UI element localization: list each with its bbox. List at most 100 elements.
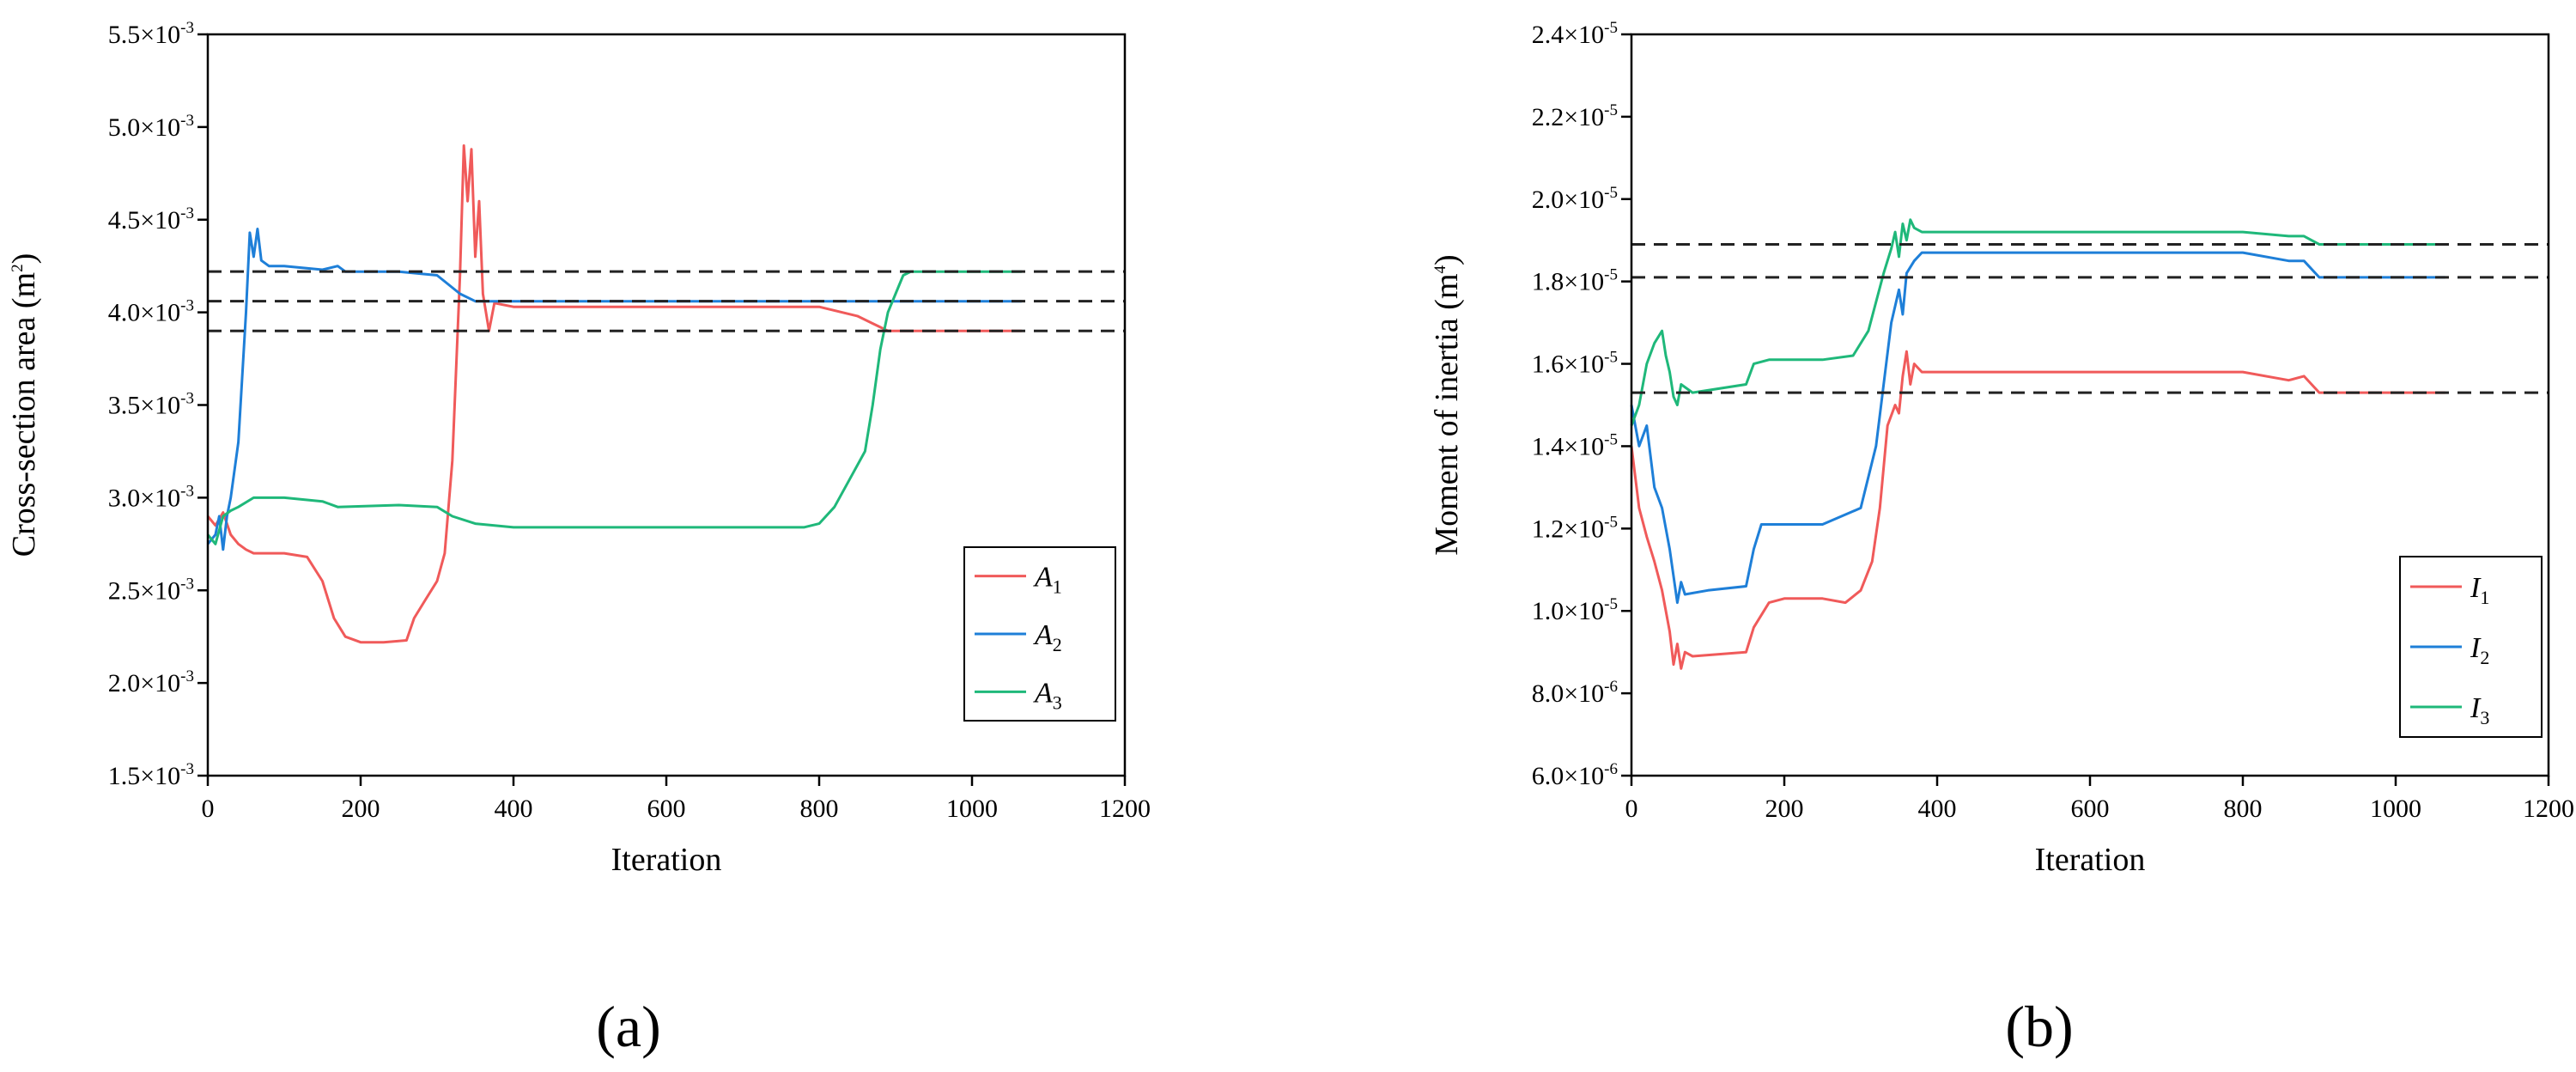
legend-label-main: A — [1033, 677, 1053, 709]
y-tick-exponent: -3 — [180, 112, 194, 130]
x-tick-label: 1000 — [2370, 795, 2421, 823]
y-tick-exponent: -3 — [180, 297, 194, 315]
y-tick-label: 2.5×10-3 — [108, 575, 194, 605]
y-tick-label: 1.5×10-3 — [108, 760, 194, 790]
y-tick-exponent: -5 — [1604, 349, 1618, 367]
y-tick-label: 2.0×10-5 — [1532, 184, 1618, 214]
series-line-A3 — [206, 270, 1022, 545]
y-tick-mantissa: 2.4×10 — [1532, 21, 1604, 49]
legend-label-main: A — [1033, 619, 1053, 651]
series-line-I3 — [1630, 218, 2445, 427]
y-tick-mantissa: 6.0×10 — [1532, 762, 1604, 790]
panel-a-cross-section-area: 0 200 400 600 800 1000 12001.5×10-32.0×10-32.5… — [6, 19, 1151, 1059]
y-tick-exponent: -3 — [180, 667, 194, 685]
y-tick-mantissa: 1.6×10 — [1532, 350, 1604, 379]
y-tick-label: 2.4×10-5 — [1532, 19, 1618, 49]
y-tick-mantissa: 1.0×10 — [1532, 597, 1604, 625]
series-line-I1 — [1630, 350, 2445, 670]
legend-label-I1: I1 — [2470, 572, 2489, 608]
y-tick-exponent: -5 — [1604, 430, 1618, 448]
y-tick-mantissa: 2.2×10 — [1532, 103, 1604, 131]
y-tick-mantissa: 1.4×10 — [1532, 432, 1604, 460]
y-tick-exponent: -3 — [180, 760, 194, 778]
legend-label-main: I — [2470, 692, 2482, 724]
y-axis-title-end: ) — [6, 253, 42, 265]
y-tick-exponent: -5 — [1604, 184, 1618, 202]
y-tick-label: 4.0×10-3 — [108, 297, 194, 327]
x-tick-label: 600 — [647, 795, 686, 823]
y-tick-label: 1.2×10-5 — [1532, 513, 1618, 543]
y-tick-exponent: -3 — [180, 390, 194, 408]
legend-label-main: A — [1033, 562, 1053, 594]
panel-label: (a) — [596, 994, 660, 1059]
series-line-A1 — [206, 144, 1022, 644]
legend-label-subscript: 2 — [2480, 647, 2489, 668]
legend-label-subscript: 1 — [2480, 587, 2489, 608]
panel-b-moment-of-inertia: 0 200 400 600 800 1000 12006.0×10-68.0×10-61.0… — [1429, 19, 2574, 1059]
y-tick-label: 6.0×10-6 — [1532, 760, 1618, 790]
y-tick-exponent: -5 — [1604, 266, 1618, 284]
x-tick-label: 200 — [342, 795, 380, 823]
y-tick-mantissa: 8.0×10 — [1532, 679, 1604, 708]
legend-label-A3: A3 — [1033, 677, 1062, 713]
y-tick-exponent: -5 — [1604, 513, 1618, 531]
y-tick-mantissa: 4.0×10 — [108, 299, 180, 327]
y-tick-exponent: -3 — [180, 204, 194, 222]
y-tick-mantissa: 4.5×10 — [108, 206, 180, 234]
y-tick-exponent: -5 — [1604, 101, 1618, 119]
y-axis-title: Cross-section area (m2) — [6, 253, 42, 557]
x-tick-label: 200 — [1765, 795, 1804, 823]
x-tick-label: 1000 — [946, 795, 998, 823]
legend-label-subscript: 1 — [1053, 576, 1062, 598]
y-tick-label: 3.5×10-3 — [108, 390, 194, 420]
y-tick-label: 4.5×10-3 — [108, 204, 194, 234]
y-tick-exponent: -6 — [1604, 760, 1618, 778]
x-tick-label: 1200 — [1099, 795, 1151, 823]
y-axis-title-main: Cross-section area (m — [6, 272, 42, 557]
legend-label-main: I — [2470, 572, 2482, 604]
y-axis-title: Moment of inertia (m4) — [1429, 254, 1465, 555]
y-axis-title-superscript: 2 — [9, 264, 27, 272]
y-axis-title-end: ) — [1429, 254, 1465, 265]
x-axis-title: Iteration — [611, 842, 722, 878]
y-axis-title-superscript: 4 — [1431, 265, 1449, 273]
legend-label-A2: A2 — [1033, 619, 1062, 655]
y-tick-label: 2.2×10-5 — [1532, 101, 1618, 131]
series-line-I2 — [1630, 251, 2445, 605]
y-tick-mantissa: 5.5×10 — [108, 21, 180, 49]
y-tick-mantissa: 5.0×10 — [108, 113, 180, 142]
x-tick-label: 0 — [1625, 795, 1638, 823]
x-tick-label: 800 — [800, 795, 839, 823]
y-tick-exponent: -5 — [1604, 19, 1618, 37]
y-tick-label: 1.0×10-5 — [1532, 595, 1618, 625]
y-tick-mantissa: 2.0×10 — [108, 669, 180, 697]
y-tick-mantissa: 1.8×10 — [1532, 268, 1604, 296]
x-tick-label: 400 — [495, 795, 533, 823]
legend-label-subscript: 3 — [1053, 691, 1062, 713]
legend-label-I3: I3 — [2470, 692, 2489, 728]
x-tick-label: 600 — [2071, 795, 2110, 823]
y-tick-label: 2.0×10-3 — [108, 667, 194, 697]
x-tick-label: 0 — [202, 795, 215, 823]
y-tick-label: 1.4×10-5 — [1532, 430, 1618, 460]
x-tick-label: 400 — [1918, 795, 1957, 823]
y-tick-label: 5.0×10-3 — [108, 112, 194, 142]
y-tick-label: 3.0×10-3 — [108, 482, 194, 512]
y-tick-label: 1.6×10-5 — [1532, 349, 1618, 379]
y-tick-exponent: -3 — [180, 19, 194, 37]
y-axis-title-main: Moment of inertia (m — [1429, 273, 1465, 555]
legend-label-I2: I2 — [2470, 632, 2489, 668]
y-tick-exponent: -3 — [180, 482, 194, 500]
panel-label: (b) — [2005, 994, 2073, 1059]
y-tick-mantissa: 1.5×10 — [108, 762, 180, 790]
x-tick-label: 1200 — [2523, 795, 2574, 823]
y-tick-label: 5.5×10-3 — [108, 19, 194, 49]
y-tick-exponent: -6 — [1604, 678, 1618, 696]
y-tick-exponent: -3 — [180, 575, 194, 593]
y-tick-exponent: -5 — [1604, 595, 1618, 613]
y-tick-mantissa: 3.0×10 — [108, 484, 180, 512]
legend-label-subscript: 2 — [1053, 634, 1062, 655]
y-tick-label: 1.8×10-5 — [1532, 266, 1618, 296]
